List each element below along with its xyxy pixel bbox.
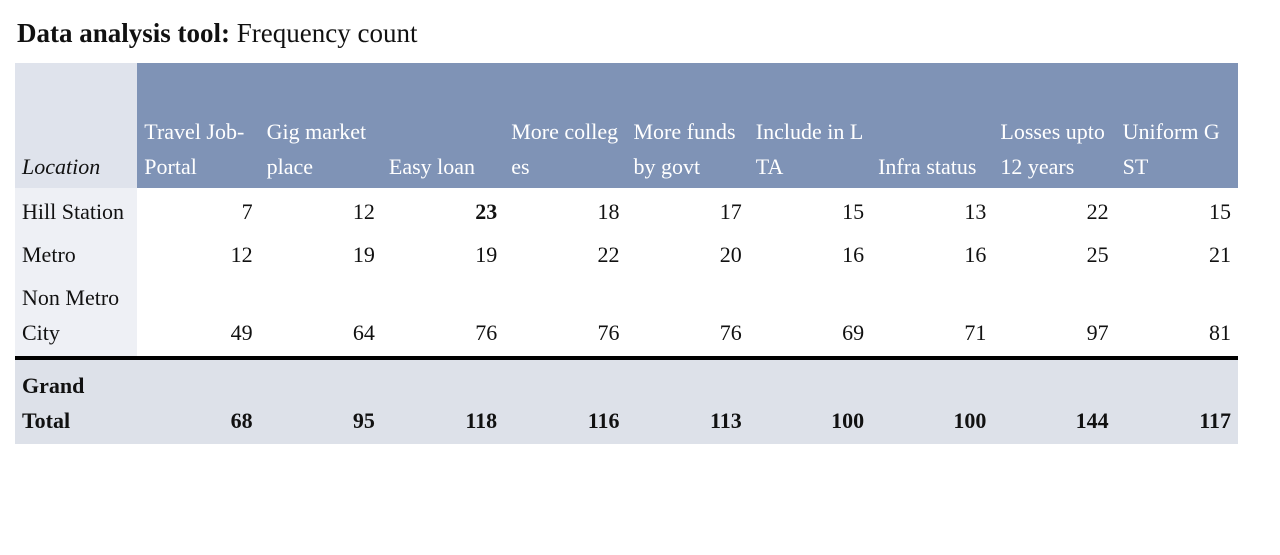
cell: 22 <box>597 242 620 267</box>
table-row: Non Metro City 49 64 76 76 76 69 71 97 81 <box>15 276 1238 360</box>
title-bold: Data analysis tool: <box>17 18 231 48</box>
total-cell: 144 <box>993 358 1116 444</box>
cell: 12 <box>230 242 253 267</box>
cell: 19 <box>352 242 375 267</box>
cell: 15 <box>1209 199 1231 224</box>
cell: 22 <box>1086 199 1109 224</box>
column-header: Gig marketplace <box>259 63 382 188</box>
cell: 20 <box>719 242 742 267</box>
column-header: Include in LTA <box>748 63 872 188</box>
column-header: Uniform GST <box>1115 63 1238 188</box>
column-header: Infra status <box>871 63 994 188</box>
cell: 17 <box>719 199 742 224</box>
table-row: Metro 12 19 19 22 20 16 16 25 21 <box>15 233 1238 276</box>
table-row: Hill Station 7 12 23 18 17 15 13 22 15 <box>15 188 1238 233</box>
total-cell: 113 <box>626 358 749 444</box>
cell: 7 <box>241 199 253 224</box>
table-body: Hill Station 7 12 23 18 17 15 13 22 15 Metro 12 19 19… <box>15 188 1238 360</box>
column-header: Losses upto 12 years <box>993 63 1116 188</box>
total-cell: 100 <box>748 358 872 444</box>
row-label: Metro <box>15 233 138 276</box>
cell: 81 <box>1115 276 1238 360</box>
cell: 71 <box>871 276 994 360</box>
cell: 76 <box>626 276 749 360</box>
column-header: More funds by govt <box>626 63 749 188</box>
total-cell: 95 <box>259 358 382 444</box>
cell: 16 <box>964 242 987 267</box>
cell: 19 <box>475 242 498 267</box>
total-cell: 68 <box>137 358 260 444</box>
cell: 16 <box>842 242 865 267</box>
cell: 76 <box>504 276 627 360</box>
total-row: Grand Total 68 95 118 116 113 100 100 144 117 <box>15 358 1238 444</box>
column-header: Easy loan <box>381 63 505 188</box>
total-cell: 117 <box>1115 358 1238 444</box>
frequency-table: Location Travel Job-Portal Gig marketplace… <box>15 63 1238 444</box>
cell: 12 <box>352 199 375 224</box>
title-rest: Frequency count <box>236 18 418 48</box>
cell: 15 <box>842 199 865 224</box>
total-label: Grand Total <box>15 358 138 444</box>
row-label: Non Metro City <box>15 276 138 360</box>
cell: 97 <box>993 276 1116 360</box>
row-label: Hill Station <box>15 188 138 233</box>
column-header: More colleges <box>504 63 627 188</box>
column-header: Location <box>15 63 138 188</box>
cell: 23 <box>475 199 498 224</box>
title: Data analysis tool: Frequency count <box>17 18 417 49</box>
table-foot: Grand Total 68 95 118 116 113 100 100 144 117 <box>15 358 1238 444</box>
cell: 49 <box>137 276 260 360</box>
cell: 64 <box>259 276 382 360</box>
cell: 13 <box>964 199 987 224</box>
column-header: Travel Job-Portal <box>137 63 260 188</box>
total-cell: 116 <box>504 358 627 444</box>
header-row: Location Travel Job-Portal Gig marketplace… <box>15 63 1238 188</box>
total-cell: 118 <box>381 358 505 444</box>
cell: 18 <box>597 199 620 224</box>
total-cell: 100 <box>871 358 994 444</box>
table-head: Location Travel Job-Portal Gig marketplace… <box>15 63 1238 188</box>
cell: 21 <box>1209 242 1231 267</box>
cell: 25 <box>1086 242 1109 267</box>
cell: 69 <box>748 276 872 360</box>
cell: 76 <box>381 276 505 360</box>
